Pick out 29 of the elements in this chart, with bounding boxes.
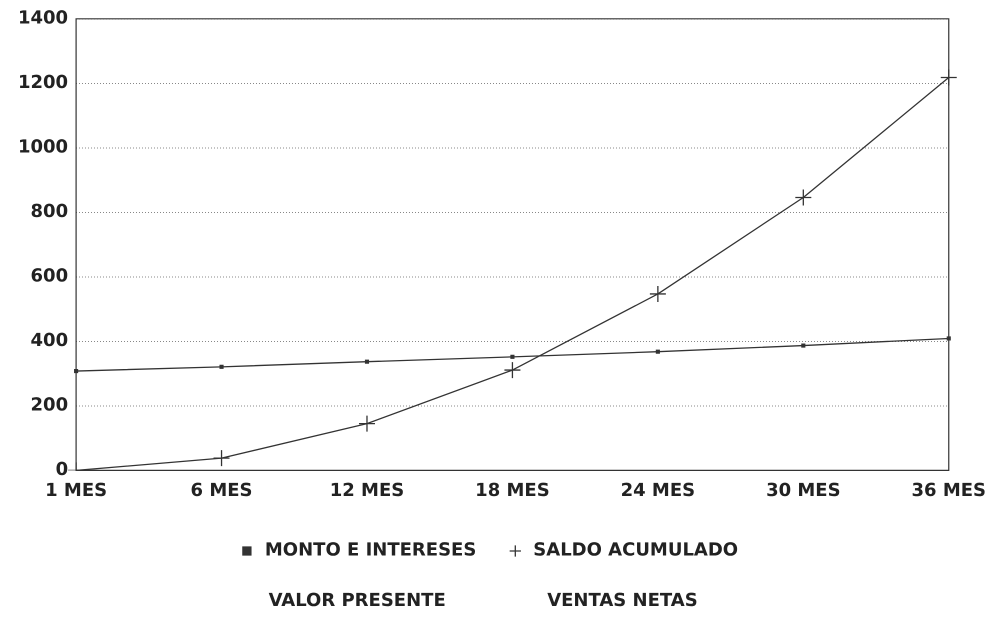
point [219, 364, 224, 369]
x-tick-label: 1 MES [45, 480, 108, 501]
y-tick-label: 200 [30, 394, 68, 416]
x-tick-label: 24 MES [620, 480, 696, 501]
x-tick-label: 36 MES [912, 480, 986, 501]
y-tick-label: 400 [30, 330, 68, 352]
point [801, 344, 806, 348]
point [504, 361, 522, 379]
text: VALOR PRESENTE [268, 590, 446, 611]
point [510, 354, 514, 359]
y-tick-label: 1400 [18, 7, 68, 28]
legend-label: MONTO E INTERESES [264, 540, 476, 561]
legend-label: SALDO ACUMULADO [533, 540, 738, 561]
x-tick-label: 6 MES [190, 480, 253, 501]
point [212, 449, 230, 467]
y-tick-label: 600 [30, 266, 68, 287]
y-tick-label: 0 [56, 459, 68, 480]
point [794, 188, 812, 206]
point [649, 285, 667, 303]
point [358, 414, 376, 432]
point [364, 360, 370, 364]
y-tick-label: 1000 [18, 136, 68, 158]
y-tick-label: 1200 [18, 72, 68, 93]
x-tick-label: 18 MES [475, 480, 550, 501]
x-tick-label: 30 MES [766, 480, 841, 501]
point [656, 350, 660, 354]
x-tick-label: 12 MES [330, 480, 404, 501]
y-tick-label: 800 [30, 201, 68, 222]
text: VENTAS NETAS [547, 590, 698, 611]
